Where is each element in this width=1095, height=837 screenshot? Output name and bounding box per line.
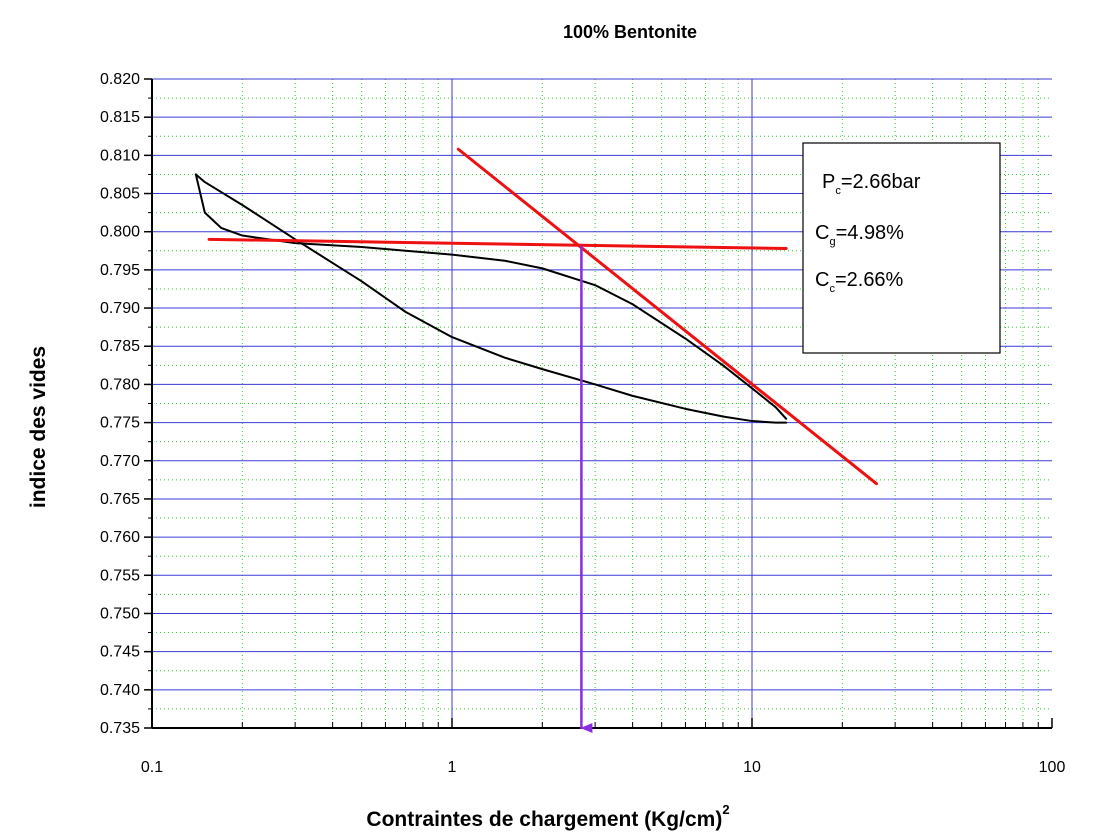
y-tick-label: 0.780 — [100, 376, 140, 393]
annotation-pc-main: P — [822, 171, 835, 193]
annotation-pc-value: =2.66bar — [841, 171, 921, 193]
annotation-pc: Pc=2.66bar — [822, 171, 921, 197]
horizontal-tangent — [207, 237, 788, 250]
x-tick-label: 100 — [1039, 759, 1066, 776]
loading-curve — [194, 173, 788, 420]
minor-gridlines — [152, 79, 1052, 728]
series-layer — [194, 147, 878, 733]
y-tick-label: 0.815 — [100, 109, 140, 126]
y-tick-label: 0.790 — [100, 300, 140, 317]
y-tick-label: 0.795 — [100, 262, 140, 279]
chart-title: 100% Bentonite — [563, 22, 697, 42]
y-tick-label: 0.765 — [100, 491, 140, 508]
annotation-box-frame — [802, 142, 1001, 354]
annotation-pc-sub: c — [835, 185, 841, 197]
y-tick-label: 0.750 — [100, 605, 140, 622]
y-tick-label: 0.810 — [100, 147, 140, 164]
unloading-curve — [194, 173, 788, 424]
x-axis-title-superscript: 2 — [722, 802, 729, 817]
y-tick-label: 0.735 — [100, 720, 140, 737]
y-tick-label: 0.770 — [100, 453, 140, 470]
y-tick-label: 0.755 — [100, 567, 140, 584]
y-tick-labels: 0.820 0.815 0.810 0.805 0.800 0.795 0.790 0.785… — [100, 71, 140, 737]
x-tick-labels: 0.1 1 10 100 — [141, 759, 1066, 776]
compression-line — [456, 147, 878, 486]
y-tick-label: 0.820 — [100, 71, 140, 88]
annotation-cg-value: =4.98% — [836, 222, 905, 244]
y-tick-label: 0.805 — [100, 186, 140, 203]
y-axis-title: indice des vides — [27, 346, 50, 508]
x-tick-label: 0.1 — [141, 759, 163, 776]
annotation-cg-main: C — [815, 222, 829, 244]
x-tick-label: 10 — [743, 759, 761, 776]
x-axis-title-text: Contraintes de chargement (Kg/cm) — [366, 808, 722, 831]
annotation-cc-main: C — [815, 269, 829, 291]
ticks — [144, 78, 1053, 729]
annotation-box: Pc=2.66bar Cg=4.98% Cc=2.66% — [802, 142, 1001, 354]
y-tick-label: 0.760 — [100, 529, 140, 546]
y-tick-label: 0.785 — [100, 338, 140, 355]
annotation-cc-value: =2.66% — [835, 269, 904, 291]
y-tick-label: 0.745 — [100, 644, 140, 661]
annotation-cg-sub: g — [829, 236, 835, 248]
y-tick-label: 0.775 — [100, 415, 140, 432]
annotation-cc-sub: c — [829, 283, 835, 295]
y-tick-label: 0.740 — [100, 682, 140, 699]
x-tick-label: 1 — [448, 759, 457, 776]
annotation-cc: Cc=2.66% — [815, 269, 904, 295]
annotation-cg: Cg=4.98% — [815, 222, 904, 248]
y-tick-label: 0.800 — [100, 224, 140, 241]
x-axis-title: Contraintes de chargement (Kg/cm)2 — [366, 802, 729, 831]
